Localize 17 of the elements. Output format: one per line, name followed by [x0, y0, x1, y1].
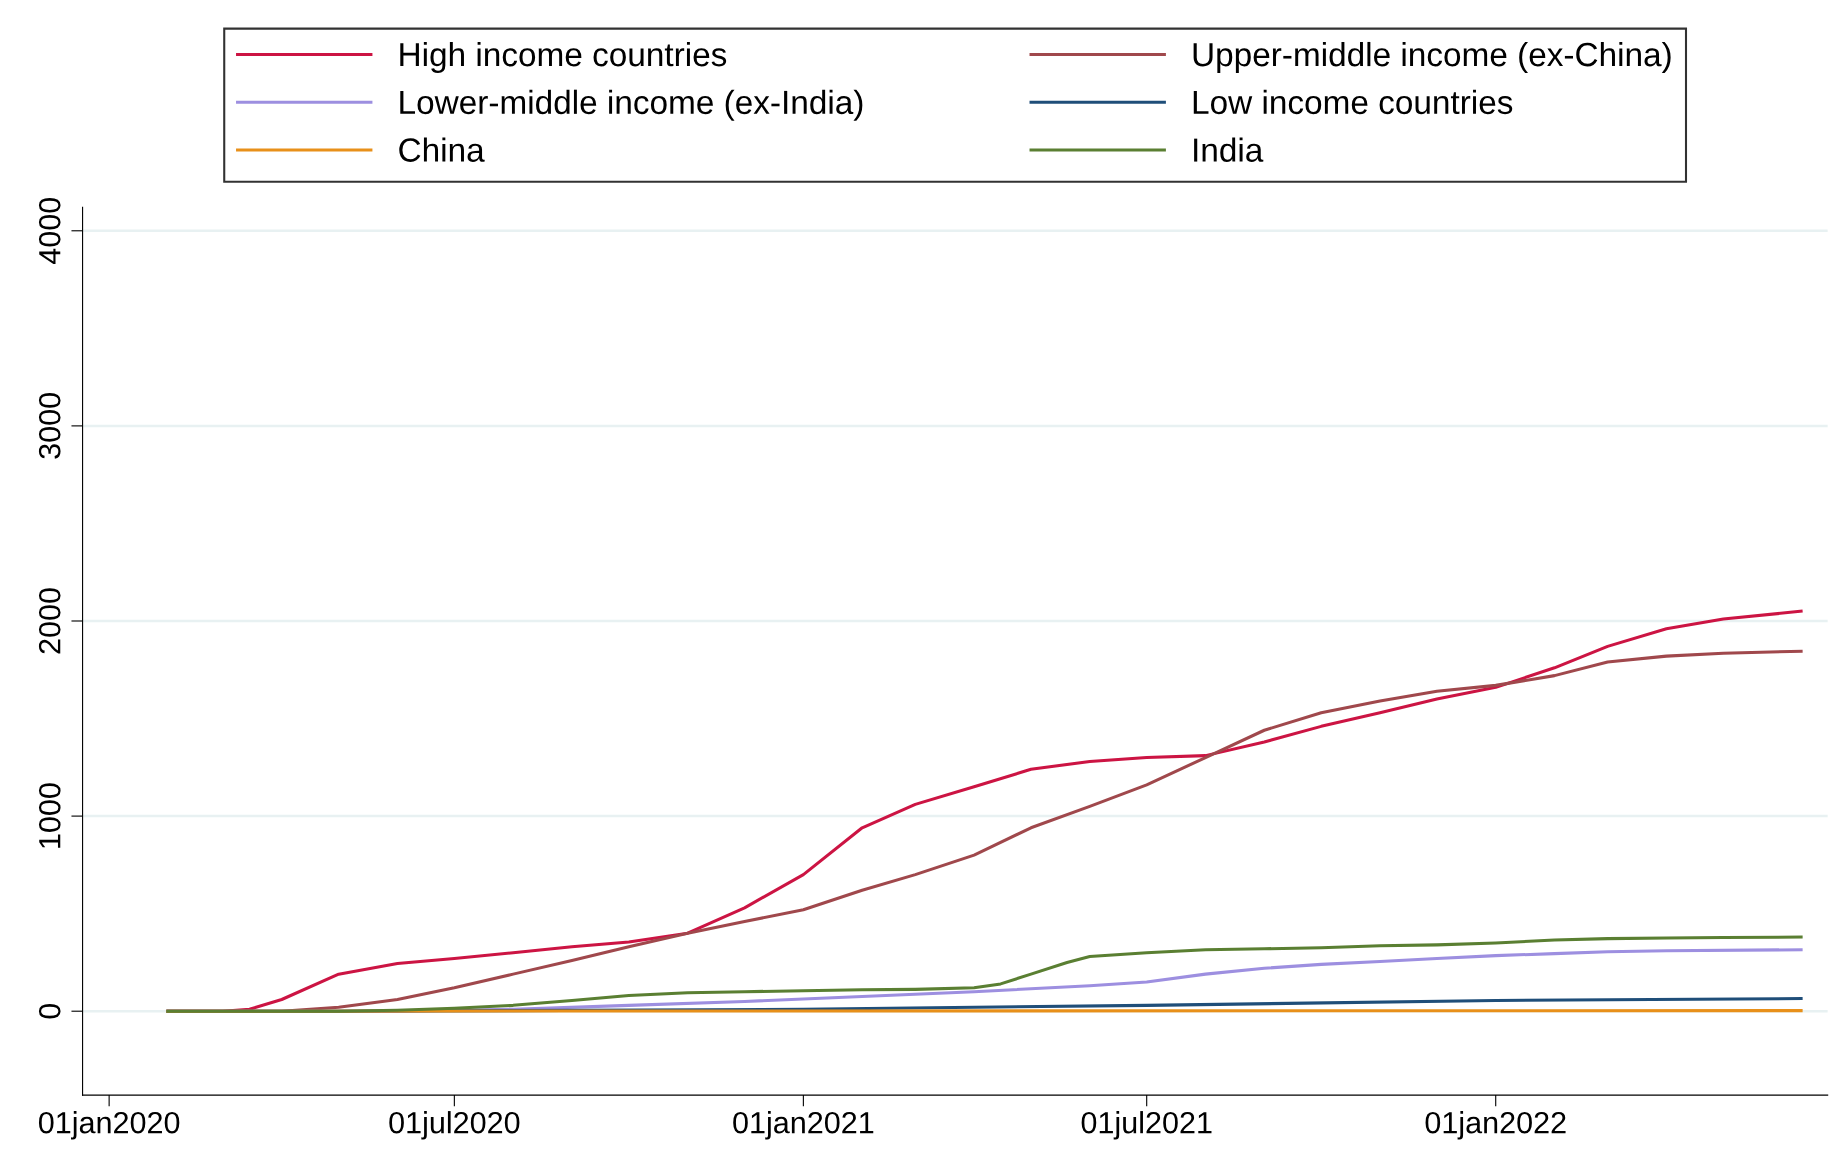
y-tick-label: 1000 [38, 783, 61, 848]
x-tick-label: 01jul2021 [1081, 1111, 1212, 1140]
y-tick-label: 2000 [38, 588, 61, 654]
x-tick-label: 01jul2020 [389, 1111, 520, 1140]
x-tick-label: 01jan2021 [733, 1111, 874, 1140]
line-series [166, 935, 1803, 1013]
x-tick-label: 01jan2022 [1425, 1111, 1566, 1140]
legend-label: Lower-middle income (ex-India) [400, 89, 863, 121]
x-tick-label: 01jan2020 [38, 1111, 180, 1140]
legend-label: India [1194, 137, 1264, 162]
y-tick-label: 3000 [38, 393, 61, 459]
legend-label: Upper-middle income (ex-China) [1193, 41, 1671, 74]
legend-label: High income countries [400, 41, 727, 74]
legend-label: China [399, 137, 485, 162]
legend-label: Low income countries [1193, 89, 1513, 115]
y-tick-label: 4000 [38, 197, 61, 265]
y-tick-label: 0 [38, 1003, 61, 1019]
